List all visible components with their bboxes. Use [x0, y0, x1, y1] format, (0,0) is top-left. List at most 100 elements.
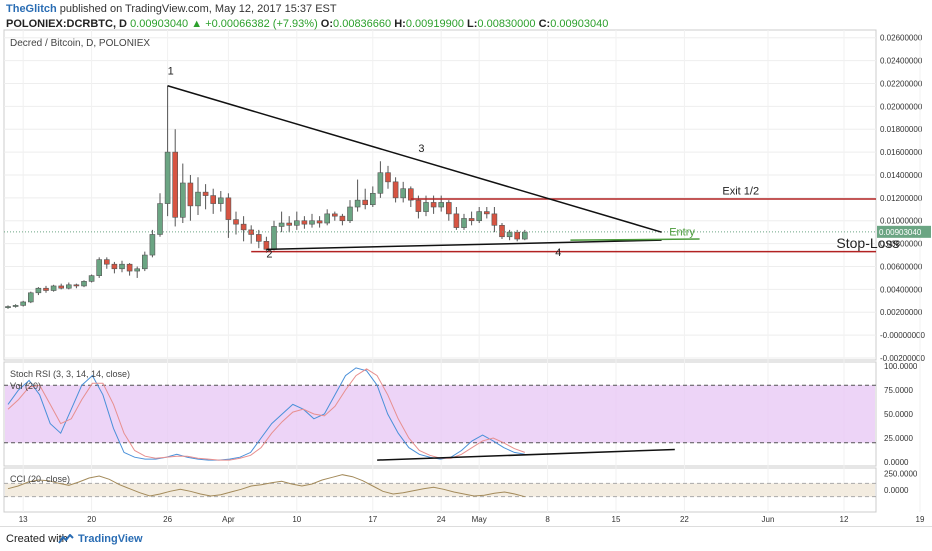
candle — [369, 192, 376, 206]
time-tick-label: Apr — [222, 515, 235, 524]
candle — [111, 263, 118, 270]
candle — [453, 213, 460, 228]
candle — [73, 284, 80, 287]
candle — [134, 268, 140, 272]
time-tick-label: 17 — [368, 515, 377, 524]
candle — [309, 220, 315, 225]
price-pane — [3, 29, 877, 361]
trendline — [167, 85, 662, 233]
candle — [293, 220, 300, 226]
candle — [461, 218, 467, 228]
open-value: 0.00836660 — [333, 18, 392, 30]
chart-annotation: 4 — [555, 247, 561, 259]
price-tick-label: 0.02200000 — [880, 79, 923, 88]
last-price: 0.00903040 — [130, 18, 189, 30]
price-tick-label: 0.00200000 — [880, 308, 923, 317]
candle — [354, 199, 361, 208]
candle — [468, 218, 475, 222]
open-label: O: — [320, 18, 334, 30]
price-tick-label: 0.01400000 — [880, 171, 923, 180]
candle — [233, 219, 239, 225]
candle — [506, 231, 513, 238]
candle — [180, 182, 186, 218]
candle — [423, 202, 429, 212]
price-tick-label: -0.00000000 — [880, 331, 925, 340]
price-chart[interactable]: 0.02600000 0.02400000 0.02200000 0.02000000… — [0, 0, 932, 526]
cci-title: CCI (20, close) — [10, 474, 70, 484]
candle — [218, 197, 224, 204]
candle — [119, 263, 125, 270]
candle — [400, 188, 407, 199]
candle — [43, 287, 49, 291]
cci-band — [5, 483, 875, 497]
trendline — [266, 239, 662, 251]
price-tick-label: 0.01800000 — [880, 125, 923, 134]
candle — [195, 191, 201, 207]
price-tick-label: 0.00400000 — [880, 285, 923, 294]
close-value: 0.00903040 — [550, 18, 609, 30]
low-label: L: — [467, 18, 478, 30]
candle — [339, 215, 346, 222]
candle — [248, 229, 254, 235]
candle — [35, 287, 42, 294]
chart-annotation: 1 — [168, 65, 174, 77]
rsi-tick-label: 50.0000 — [884, 410, 913, 419]
time-tick-label: 13 — [19, 515, 28, 524]
volume-title: Vol (20) — [10, 381, 41, 391]
high-value: 0.00919900 — [405, 18, 464, 30]
candle — [362, 199, 369, 206]
price-change: ▲ +0.00066382 (+7.93%) — [191, 18, 318, 30]
candle — [210, 195, 216, 204]
rsi-tick-label: 100.0000 — [884, 362, 918, 371]
trendline — [570, 238, 700, 241]
ohlc-line: POLONIEX:DCRBTC, D 0.00903040 ▲ +0.00066… — [6, 18, 608, 30]
time-tick-label: 26 — [163, 515, 172, 524]
close-label: C: — [538, 18, 551, 30]
symbol-label: POLONIEX:DCRBTC, D — [6, 18, 127, 30]
candle — [50, 285, 57, 291]
last-price-label: 0.00903040 — [879, 228, 922, 237]
chart-annotation: Stop-Loss — [836, 235, 899, 251]
time-tick-label: May — [472, 515, 487, 524]
candle — [476, 211, 483, 222]
chart-annotation: Entry — [669, 227, 695, 239]
chart-annotation: 3 — [418, 143, 424, 155]
candle — [58, 285, 65, 289]
cci-tick-label: 250.0000 — [884, 469, 918, 478]
time-tick-label: 8 — [545, 515, 550, 524]
time-tick-label: 10 — [292, 515, 301, 524]
publish-line: TheGlitch published on TradingView.com, … — [6, 3, 337, 15]
candle — [316, 220, 323, 224]
price-tick-label: 0.02400000 — [880, 57, 923, 66]
candle — [66, 284, 72, 289]
price-tick-label: 0.00600000 — [880, 262, 923, 271]
low-value: 0.00830000 — [477, 18, 536, 30]
created-with-text: Created with — [6, 533, 68, 545]
author-name[interactable]: TheGlitch — [6, 3, 57, 15]
candle — [347, 206, 353, 222]
tradingview-brand[interactable]: TradingView — [78, 533, 143, 545]
candle — [142, 254, 148, 270]
tradingview-logo-icon — [58, 534, 74, 544]
time-tick-label: 22 — [680, 515, 689, 524]
candle — [514, 231, 521, 240]
candle — [286, 222, 293, 226]
price-tick-label: -0.00200000 — [880, 354, 925, 363]
last-price-badge — [877, 225, 931, 238]
time-tick-label: 12 — [840, 515, 849, 524]
candle — [27, 292, 34, 303]
rsi-title: Stoch RSI (3, 3, 14, 14, close) — [10, 369, 130, 379]
time-tick-label: 24 — [437, 515, 446, 524]
time-tick-label: 15 — [612, 515, 621, 524]
candle — [187, 182, 194, 207]
candle — [255, 234, 262, 242]
candle — [491, 213, 498, 226]
time-tick-label: 19 — [916, 515, 925, 524]
candle — [392, 181, 399, 199]
high-label: H: — [394, 18, 406, 30]
candle — [407, 188, 414, 201]
published-text: published on TradingView.com, May 12, 20… — [59, 3, 337, 15]
cci-tick-label: 0.0000 — [884, 486, 909, 495]
candle — [415, 199, 422, 212]
candle — [20, 301, 27, 306]
